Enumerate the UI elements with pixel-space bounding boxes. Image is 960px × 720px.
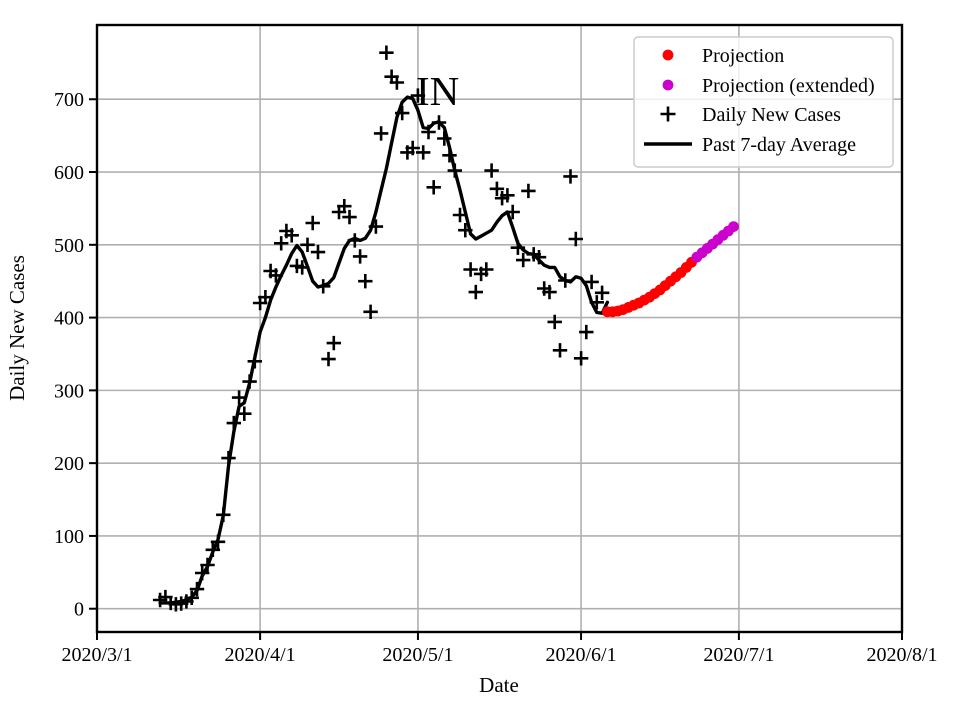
grid (96, 25, 903, 632)
y-tick-label: 200 (54, 453, 84, 475)
legend-marker-projection-extended (662, 79, 674, 91)
legend: Projection Projection (extended) Daily N… (633, 36, 894, 168)
y-tick-label: 0 (74, 599, 84, 621)
y-tick-label: 300 (54, 380, 84, 402)
legend-label-projection-extended: Projection (extended) (702, 75, 875, 97)
y-tick-label: 700 (54, 89, 84, 111)
x-tick-label: 2020/3/1 (61, 644, 132, 666)
state-annotation: IN (416, 68, 459, 114)
x-tick-label: 2020/5/1 (382, 644, 453, 666)
x-axis-label: Date (479, 673, 519, 697)
y-axis-label: Daily New Cases (5, 255, 29, 401)
legend-box (633, 36, 894, 168)
y-tick-label: 400 (54, 308, 84, 330)
legend-label-projection: Projection (702, 45, 784, 67)
y-tick-label: 500 (54, 235, 84, 257)
x-tick-label: 2020/8/1 (866, 644, 937, 666)
x-tick-label: 2020/4/1 (225, 644, 296, 666)
x-tick-label: 2020/6/1 (545, 644, 616, 666)
tick-marks (89, 98, 903, 640)
y-tick-label: 600 (54, 162, 84, 184)
legend-marker-projection (662, 49, 674, 61)
legend-label-7day-average: Past 7-day Average (702, 134, 856, 156)
plot-border (95, 23, 904, 634)
projection-extended-dot (728, 221, 739, 233)
daily-cases-markers (152, 45, 610, 612)
legend-marker-daily-new-cases (660, 106, 676, 122)
y-tick-label: 100 (54, 526, 84, 548)
x-tick-label: 2020/7/1 (703, 644, 774, 666)
legend-label-daily-new-cases: Daily New Cases (702, 104, 841, 126)
data-series (152, 45, 739, 612)
tick-labels: 2020/3/1 2020/4/1 2020/5/1 2020/6/1 2020/7/1… (54, 89, 938, 666)
